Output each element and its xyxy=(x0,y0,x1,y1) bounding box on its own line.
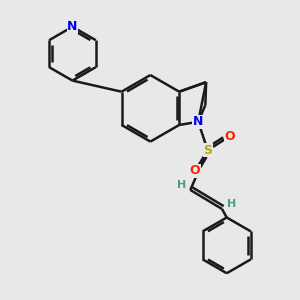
Text: H: H xyxy=(227,199,236,209)
Text: N: N xyxy=(193,115,203,128)
Text: N: N xyxy=(67,20,78,33)
Text: H: H xyxy=(177,180,186,190)
Text: S: S xyxy=(203,144,212,157)
Text: O: O xyxy=(225,130,235,142)
Text: O: O xyxy=(190,164,200,177)
